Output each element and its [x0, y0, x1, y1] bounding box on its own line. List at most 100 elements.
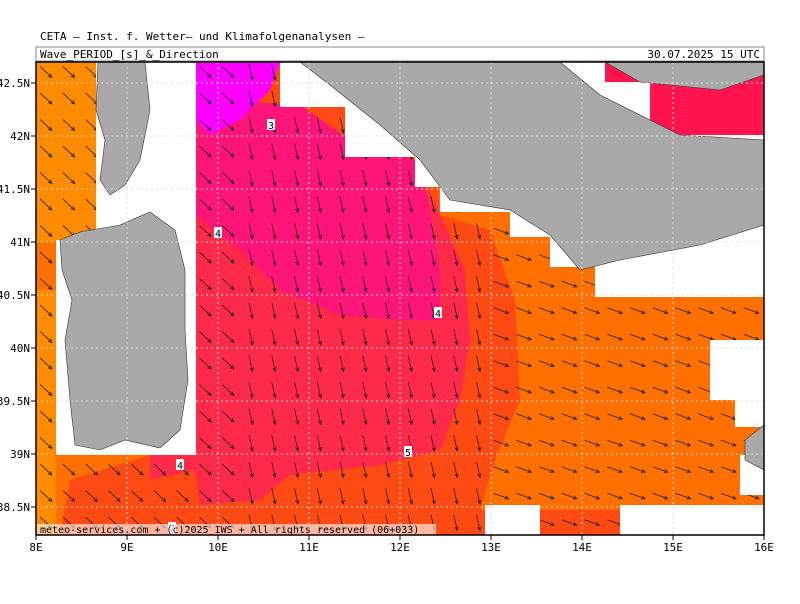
direction-arrow [362, 488, 368, 505]
direction-arrow [607, 386, 624, 394]
lon-label: 10E [208, 541, 228, 554]
direction-arrow [62, 463, 76, 476]
direction-arrow [493, 333, 510, 341]
direction-arrow [362, 435, 368, 452]
direction-arrow [407, 408, 414, 426]
direction-arrow [339, 382, 345, 399]
direction-arrow [294, 276, 300, 293]
direction-arrow [271, 382, 277, 399]
direction-arrow [362, 329, 368, 346]
direction-arrow [407, 170, 414, 187]
direction-arrow [538, 439, 555, 447]
direction-arrow [130, 463, 144, 476]
direction-arrow [652, 360, 669, 368]
lon-label: 11E [299, 541, 319, 554]
direction-arrow [516, 280, 533, 288]
direction-arrow [39, 66, 53, 79]
lon-label: 15E [663, 541, 683, 554]
direction-arrow [339, 223, 345, 240]
direction-arrow [385, 435, 391, 452]
direction-arrow [453, 461, 459, 479]
direction-arrow [743, 307, 760, 315]
direction-arrow [271, 329, 277, 346]
direction-arrow [430, 223, 436, 240]
direction-arrow [561, 386, 578, 394]
direction-arrow [407, 196, 414, 214]
direction-arrow [407, 382, 414, 399]
direction-arrow [453, 329, 459, 346]
direction-arrow [675, 466, 692, 474]
direction-arrow [453, 302, 459, 320]
direction-arrow [316, 355, 323, 373]
direction-arrow [362, 170, 368, 187]
direction-arrow [584, 466, 601, 474]
direction-arrow [561, 413, 578, 421]
direction-arrow [538, 307, 555, 315]
direction-arrow [561, 492, 578, 500]
direction-arrow [199, 410, 212, 423]
direction-arrow [248, 355, 254, 373]
direction-arrow [675, 413, 692, 421]
direction-arrow [493, 439, 510, 447]
direction-arrow [362, 196, 368, 214]
direction-arrow [248, 117, 254, 134]
direction-arrow [271, 302, 277, 320]
lat-label: 40.5N [0, 289, 30, 302]
footer: meteo-services.com + (c)2025 IWS + All r… [40, 525, 419, 536]
direction-arrow [248, 276, 254, 293]
direction-arrow [221, 304, 235, 317]
direction-arrow [248, 488, 254, 505]
direction-arrow [316, 302, 323, 320]
direction-arrow [453, 355, 459, 373]
field-light-orange [36, 62, 96, 242]
contour-label-bg [434, 307, 442, 318]
direction-arrow [221, 66, 235, 79]
direction-arrow [221, 225, 235, 238]
timestamp: 30.07.2025 15 UTC [647, 48, 760, 61]
map: 344547 meteo-services.com + (c)2025 IWS … [36, 62, 764, 536]
direction-arrow [538, 413, 555, 421]
direction-arrow [430, 382, 436, 399]
contour-label: 3 [268, 121, 274, 132]
direction-arrow [385, 461, 391, 479]
direction-arrow [607, 439, 624, 447]
direction-arrow [385, 249, 391, 267]
italy [299, 62, 764, 271]
direction-arrow [407, 249, 414, 267]
direction-arrow [652, 386, 669, 394]
graticule [36, 62, 764, 535]
direction-arrow [248, 170, 254, 187]
direction-arrow [199, 278, 212, 291]
direction-arrow [294, 382, 300, 399]
direction-arrow [199, 119, 212, 132]
direction-arrow [271, 408, 277, 426]
direction-arrow [493, 360, 510, 368]
direction-arrow [221, 463, 235, 476]
direction-arrow [39, 145, 53, 158]
direction-arrow [271, 90, 277, 108]
lat-label: 38.5N [0, 501, 30, 514]
direction-arrow [516, 492, 533, 500]
direction-arrow [339, 435, 345, 452]
direction-arrow [385, 382, 391, 399]
header: CETA — Inst. f. Wetter— und Klimafolgena… [40, 30, 365, 43]
direction-arrow [516, 466, 533, 474]
direction-arrow [362, 302, 368, 320]
direction-arrow [199, 251, 212, 264]
direction-arrow [407, 276, 414, 293]
footer-bg [36, 524, 436, 535]
direction-arrow [221, 490, 235, 503]
direction-arrow [362, 276, 368, 293]
direction-arrow [362, 408, 368, 426]
direction-arrow [430, 408, 436, 426]
direction-arrow [561, 519, 578, 527]
direction-arrow [39, 172, 53, 185]
direction-arrow [493, 254, 510, 262]
direction-arrow [221, 437, 235, 450]
direction-arrow [607, 492, 624, 500]
direction-arrow [675, 333, 692, 341]
direction-arrow [271, 249, 277, 267]
direction-arrow [538, 360, 555, 368]
land [59, 62, 764, 471]
direction-arrow [385, 355, 391, 373]
